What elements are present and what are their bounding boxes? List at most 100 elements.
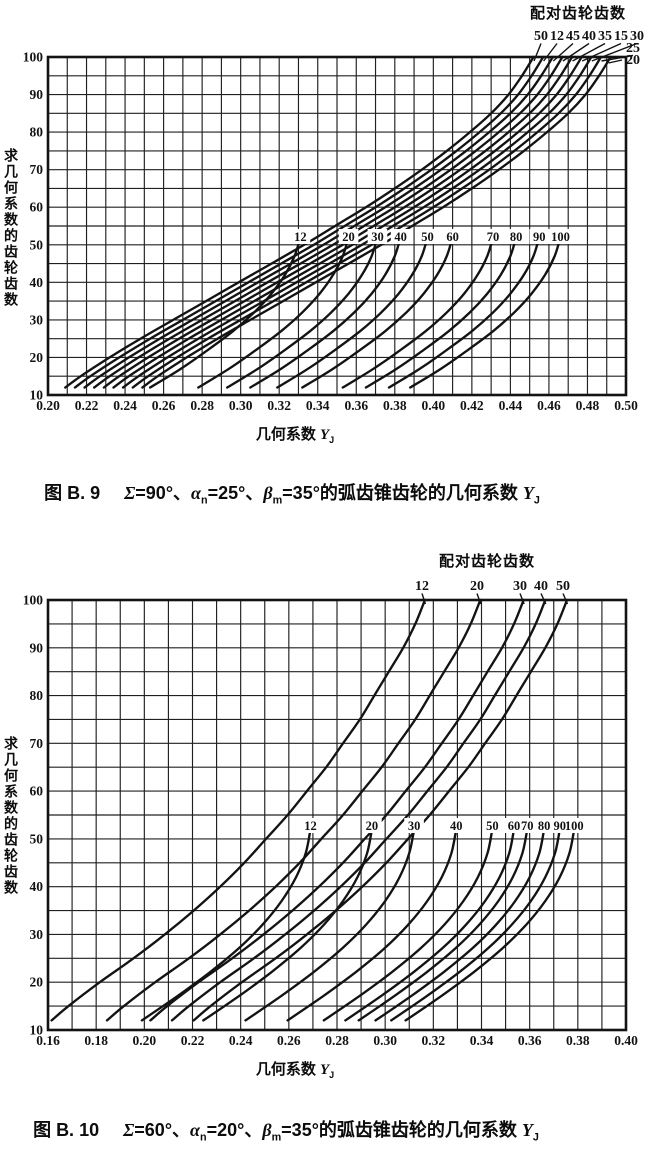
mid-label-backing — [506, 229, 526, 244]
top-label-leader — [519, 593, 525, 605]
curve-mating-teeth-60 — [301, 236, 454, 389]
mid-label-backing — [482, 818, 503, 833]
curve-mating-teeth-80 — [374, 828, 546, 1022]
top-scale-label: 30 — [630, 29, 644, 44]
x-tick-label: 0.24 — [229, 1033, 253, 1048]
y-tick-labels: 100 90 80 70 60 50 40 30 20 10 — [23, 50, 44, 403]
x-tick-label: 0.28 — [325, 1033, 349, 1048]
caption-text: 的弧齿锥齿轮的几何系数 — [319, 483, 523, 503]
top-scale-label: 45 — [566, 29, 580, 44]
x-tick-label: 0.40 — [614, 1033, 638, 1048]
caption-sigma-value: =60°、 — [134, 1120, 191, 1140]
caption-alpha: α — [191, 483, 201, 503]
x-tick-label: 0.42 — [460, 398, 484, 413]
x-tick-label: 0.24 — [113, 398, 137, 413]
mid-scale-label: 40 — [394, 230, 407, 244]
caption-sigma: Σ — [124, 483, 136, 503]
chart-b9-x-axis-title: 几何系数 YJ — [48, 423, 542, 445]
x-tick-label: 0.20 — [36, 398, 60, 413]
x-axis-title-symbol: Y — [319, 1062, 330, 1078]
mid-scale-label: 60 — [508, 819, 521, 833]
chart-b9: 0.20 0.22 0.24 0.26 0.28 0.30 0.32 0.34 0.36 0.38… — [23, 29, 644, 413]
mid-scale-label: 80 — [538, 819, 551, 833]
y-tick-label: 100 — [23, 50, 44, 65]
mid-scale-label: 70 — [487, 230, 500, 244]
top-label-leader — [572, 42, 606, 62]
y-tick-label: 30 — [30, 312, 44, 327]
mid-label-backing — [338, 229, 359, 244]
plot-border — [46, 598, 628, 1032]
curve-mating-teeth-40 — [170, 598, 547, 1022]
top-label-leader — [562, 593, 569, 605]
curve-mating-teeth-40 — [93, 55, 564, 389]
mid-label-backing — [442, 229, 463, 244]
curve-mating-teeth-20 — [141, 55, 612, 389]
curve-mating-teeth-35 — [102, 55, 574, 389]
mid-label-backing — [362, 818, 382, 833]
curve-mating-teeth-40 — [249, 236, 402, 389]
curve-mating-teeth-70 — [357, 828, 529, 1022]
curve-mating-teeth-12 — [73, 55, 545, 389]
x-tick-label: 0.38 — [383, 398, 407, 413]
mid-label-backing — [390, 229, 411, 244]
top-label-leader — [581, 42, 622, 62]
mid-scale-label: 100 — [565, 819, 584, 833]
x-tick-label: 0.50 — [614, 398, 638, 413]
x-tick-label: 0.36 — [344, 398, 368, 413]
chart-b10-y-axis-title: 求几何系数的齿轮齿数 — [3, 736, 19, 896]
x-tick-label: 0.44 — [499, 398, 523, 413]
y-tick-label: 40 — [30, 879, 44, 894]
y-tick-labels: 100 90 80 70 60 50 40 30 20 10 — [23, 593, 44, 1038]
mid-scale-label: 20 — [342, 230, 355, 244]
mid-label-backing — [529, 229, 550, 244]
mid-scale-label: 12 — [304, 819, 317, 833]
mid-label-backing — [560, 818, 588, 833]
mid-label-backing — [483, 229, 503, 244]
grid — [47, 599, 627, 1031]
caption-alpha-value: =20°、 — [206, 1120, 263, 1140]
chart-b10: 0.16 0.18 0.20 0.22 0.24 0.26 0.28 0.30 0.32 0.34… — [23, 579, 638, 1048]
top-label-leader — [540, 593, 547, 605]
curve-mating-teeth-50 — [276, 236, 429, 389]
curve-mating-teeth-90 — [390, 828, 561, 1022]
x-axis-title-text: 几何系数 — [255, 1061, 320, 1078]
x-tick-label: 0.46 — [537, 398, 561, 413]
x-tick-label: 0.38 — [566, 1033, 590, 1048]
curve-mating-teeth-45 — [83, 55, 554, 389]
y-tick-label: 90 — [30, 640, 44, 655]
curve-mating-teeth-12 — [50, 598, 427, 1022]
caption-text: 的弧齿锥齿轮的几何系数 — [318, 1120, 522, 1140]
top-scale-label: 12 — [550, 29, 564, 44]
mid-scale-label: 20 — [366, 819, 379, 833]
x-tick-label: 0.30 — [373, 1033, 397, 1048]
chart-b9-curve-scale-title: 配对齿轮齿数 — [529, 5, 626, 22]
caption-alpha-subscript: n — [199, 1131, 207, 1144]
top-label-leader — [533, 43, 542, 62]
x-axis-title-symbol: Y — [319, 427, 330, 443]
x-tick-labels: 0.16 0.18 0.20 0.22 0.24 0.26 0.28 0.30 0.32 0.34… — [36, 1033, 638, 1048]
x-axis-title-text: 几何系数 — [255, 426, 320, 443]
top-scale-label: 25 — [626, 41, 640, 56]
mid-scale-label: 30 — [371, 230, 384, 244]
curve-mating-teeth-80 — [364, 236, 518, 389]
y-tick-label: 100 — [23, 593, 44, 608]
y-tick-label: 80 — [30, 688, 44, 703]
top-label-leader — [552, 42, 574, 62]
x-tick-labels: 0.20 0.22 0.24 0.26 0.28 0.30 0.32 0.34 0.36 0.38… — [36, 398, 638, 413]
caption-y-subscript: J — [533, 494, 540, 507]
y-tick-label: 10 — [30, 1023, 44, 1038]
top-label-leader — [476, 593, 482, 605]
caption-beta-subscript: m — [271, 1131, 282, 1144]
mid-scale-label: 30 — [408, 819, 421, 833]
caption-beta-value: =35° — [282, 483, 320, 503]
mid-label-backing — [367, 229, 388, 244]
x-tick-label: 0.34 — [470, 1033, 494, 1048]
curve-mating-teeth-15 — [112, 55, 583, 389]
y-tick-label: 70 — [30, 736, 44, 751]
curve-mating-teeth-90 — [387, 236, 541, 389]
figure-b10-caption: 图 B. 10 Σ=60°、αn=20°、βm=35°的弧齿锥齿轮的几何系数 Y… — [0, 1116, 572, 1144]
